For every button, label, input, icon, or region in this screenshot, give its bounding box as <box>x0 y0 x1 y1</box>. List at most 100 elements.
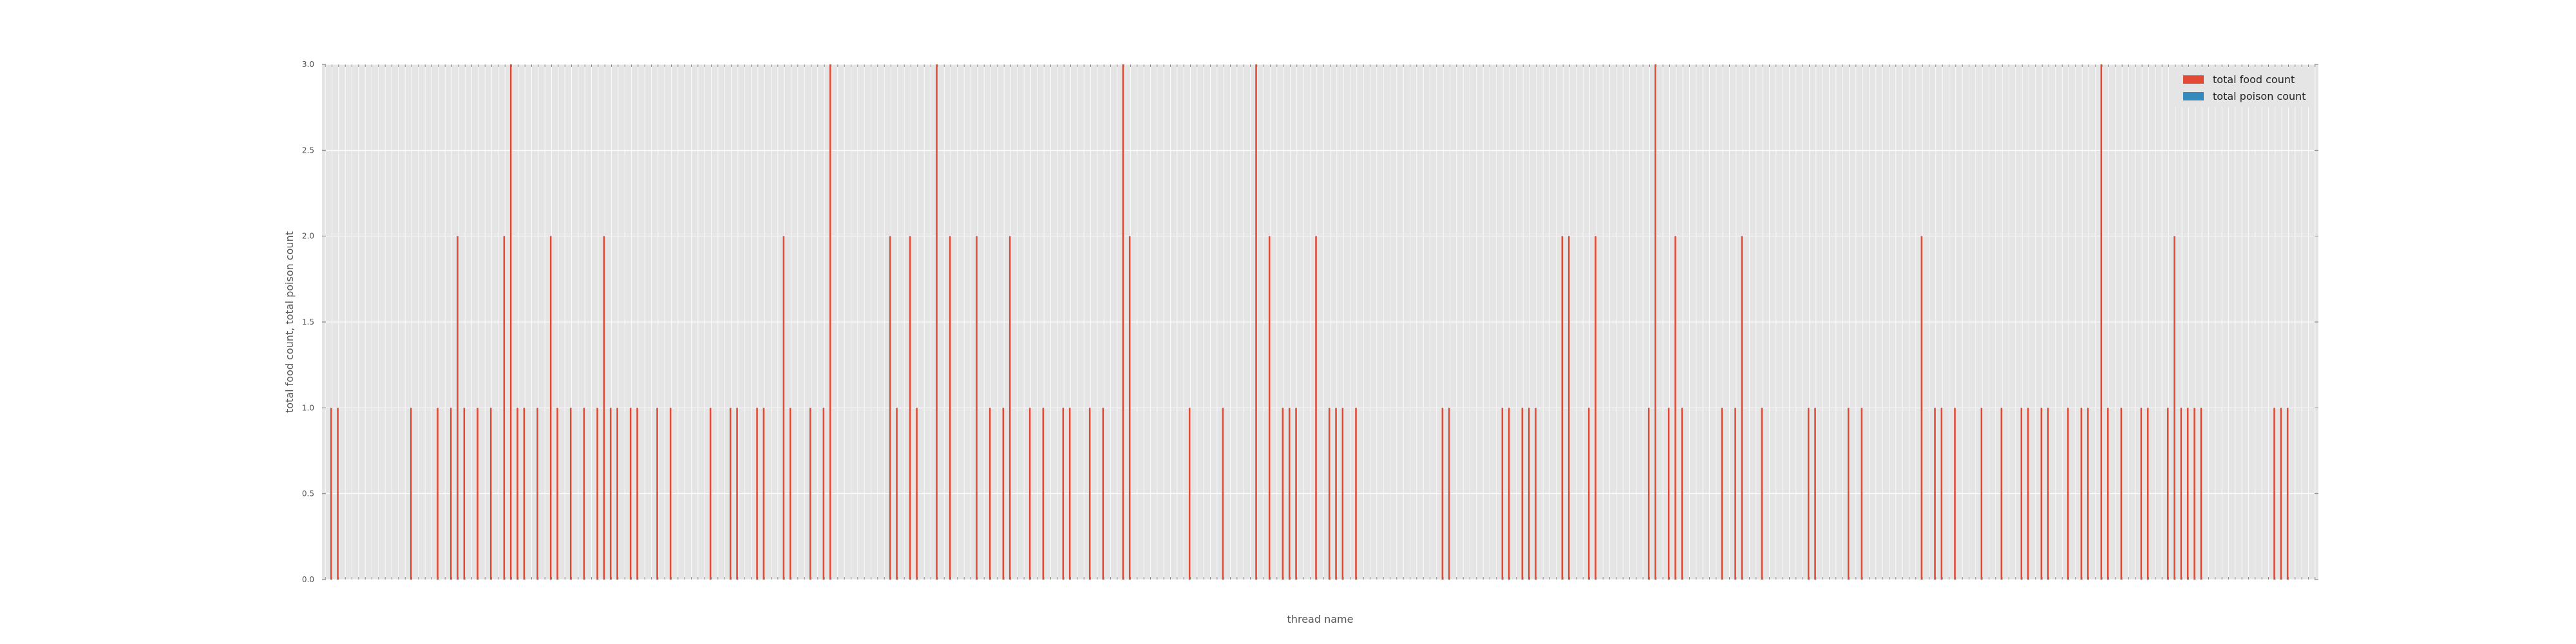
bar <box>2107 408 2109 580</box>
y-tick-label: 3.0 <box>302 60 314 69</box>
bar <box>457 236 459 580</box>
bar <box>2273 408 2275 580</box>
bar <box>736 408 738 580</box>
bar <box>1009 236 1011 580</box>
legend-swatch-food <box>2183 75 2204 84</box>
x-gridlines <box>325 64 2316 580</box>
bar <box>1861 408 1863 580</box>
y-tick-label: 2.0 <box>302 232 314 241</box>
bar <box>596 408 598 580</box>
bar <box>976 236 978 580</box>
bar <box>1734 408 1736 580</box>
bar <box>2087 408 2089 580</box>
bar <box>463 408 466 580</box>
bar <box>437 408 439 580</box>
bar <box>1222 408 1224 580</box>
bar <box>949 236 951 580</box>
bar <box>2047 408 2049 580</box>
bar <box>2020 408 2023 580</box>
bar <box>1355 408 1357 580</box>
bar <box>896 408 898 580</box>
bar <box>1940 408 1943 580</box>
bar <box>1341 408 1344 580</box>
x-axis-label: thread name <box>1287 613 1354 625</box>
bar <box>2186 408 2189 580</box>
bar <box>2000 408 2003 580</box>
bar <box>1920 236 1923 580</box>
bar <box>477 408 478 580</box>
bar <box>916 408 918 580</box>
bar <box>2140 408 2143 580</box>
bar <box>616 408 618 580</box>
bar <box>2166 408 2169 580</box>
bar <box>989 408 991 580</box>
bar <box>629 408 632 580</box>
bar <box>1535 408 1537 580</box>
bar <box>1741 236 1743 580</box>
bar <box>1814 408 1816 580</box>
bar <box>1268 236 1271 580</box>
bar <box>2120 408 2123 580</box>
bar <box>337 408 339 580</box>
bar <box>909 236 911 580</box>
bar <box>1528 408 1530 580</box>
bar <box>729 408 732 580</box>
bar <box>762 408 765 580</box>
bar <box>556 408 558 580</box>
y-axis-label: total food count, total poison count <box>283 231 296 413</box>
bar <box>1654 64 1656 580</box>
bar <box>1188 408 1191 580</box>
y-tick-label: 2.5 <box>302 146 314 155</box>
y-axis-ticks: 0.0 0.5 1.0 1.5 2.0 2.5 3.0 <box>302 60 2318 584</box>
bar <box>549 236 552 580</box>
y-gridlines <box>322 64 2318 580</box>
bar <box>603 236 605 580</box>
bar <box>829 64 831 580</box>
bar <box>523 408 526 580</box>
bar <box>1595 236 1596 580</box>
bar <box>1042 408 1045 580</box>
bar <box>2100 64 2103 580</box>
bar <box>503 236 506 580</box>
bar <box>789 408 791 580</box>
bar <box>2193 408 2195 580</box>
bar <box>1288 408 1291 580</box>
bar <box>2180 408 2183 580</box>
bar <box>1028 408 1031 580</box>
bar <box>1315 236 1317 580</box>
bar <box>450 408 452 580</box>
bar <box>1501 408 1504 580</box>
bar <box>1068 408 1071 580</box>
bar <box>1448 408 1450 580</box>
bar <box>1255 64 1257 580</box>
bar <box>2027 408 2029 580</box>
bar <box>1681 408 1683 580</box>
bar <box>936 64 938 580</box>
bar <box>656 408 658 580</box>
bar <box>756 408 758 580</box>
bar <box>2280 408 2282 580</box>
bar <box>1441 408 1444 580</box>
bar <box>2146 408 2149 580</box>
bar <box>489 408 492 580</box>
bar <box>1088 408 1091 580</box>
bar <box>1847 408 1850 580</box>
bar <box>1807 408 1810 580</box>
bar <box>1980 408 1983 580</box>
bar <box>669 408 672 580</box>
bar <box>583 408 585 580</box>
bars <box>330 64 2289 580</box>
bar <box>1062 408 1065 580</box>
bar <box>889 236 891 580</box>
bar <box>1002 408 1005 580</box>
bar <box>1508 408 1510 580</box>
bar <box>1721 408 1723 580</box>
bar <box>1761 408 1763 580</box>
bar <box>1954 408 1956 580</box>
legend-label-poison: total poison count <box>2213 90 2306 102</box>
y-tick-label: 0.0 <box>302 575 314 584</box>
bar <box>330 408 332 580</box>
legend-label-food: total food count <box>2213 73 2295 86</box>
bar <box>1647 408 1650 580</box>
